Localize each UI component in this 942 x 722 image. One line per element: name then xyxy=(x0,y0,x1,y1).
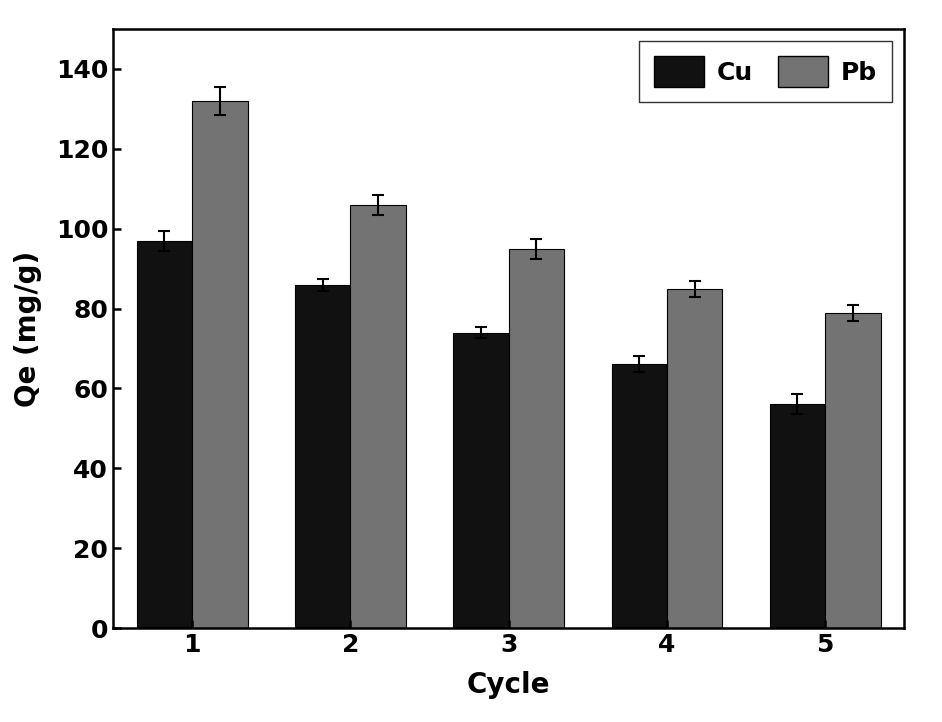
Bar xyxy=(825,313,881,628)
Y-axis label: Qe (mg/g): Qe (mg/g) xyxy=(14,251,41,406)
Bar xyxy=(667,289,723,628)
Bar xyxy=(770,404,825,628)
Bar xyxy=(509,248,564,628)
Bar xyxy=(611,365,667,628)
Bar xyxy=(350,204,406,628)
Bar xyxy=(295,284,350,628)
Bar xyxy=(192,101,248,628)
X-axis label: Cycle: Cycle xyxy=(467,671,550,699)
Bar xyxy=(137,240,192,628)
Bar xyxy=(453,333,509,628)
Legend: Cu, Pb: Cu, Pb xyxy=(640,41,892,102)
